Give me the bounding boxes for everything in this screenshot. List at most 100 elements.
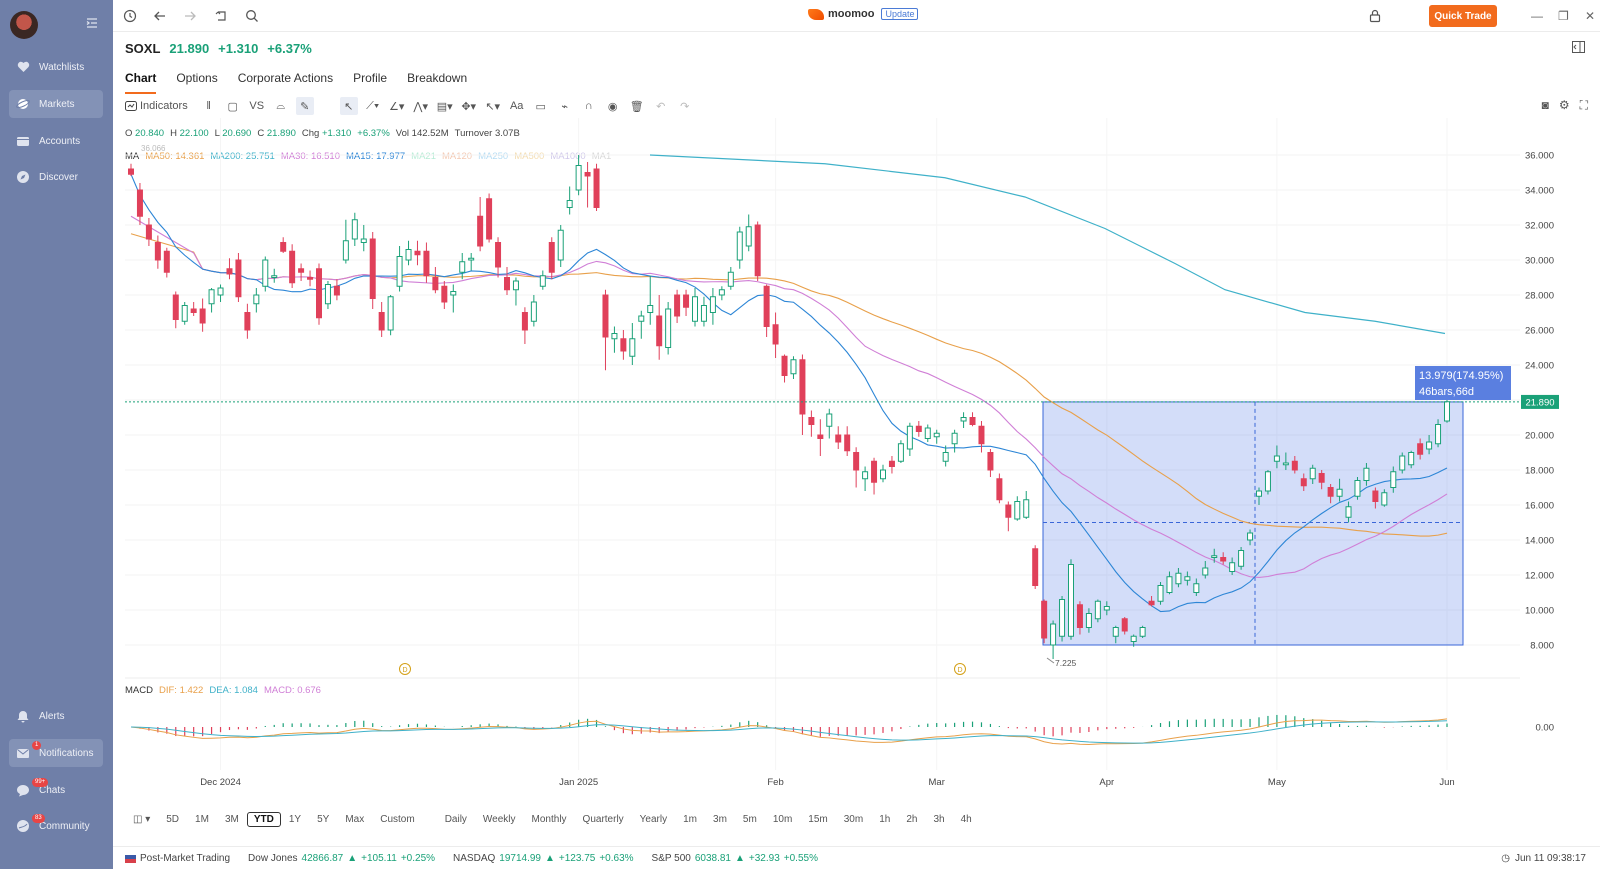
interval-yearly[interactable]: Yearly bbox=[639, 813, 668, 825]
candle-body bbox=[199, 308, 206, 324]
settings-gear-icon[interactable]: ⚙ bbox=[1558, 98, 1570, 112]
line-tool-icon[interactable]: ⟋▾ bbox=[366, 99, 380, 112]
collapse-sidebar-icon[interactable] bbox=[86, 18, 98, 28]
minimize-icon[interactable]: — bbox=[1531, 9, 1543, 23]
measure-tool-icon[interactable]: ✥▾ bbox=[461, 100, 477, 113]
interval-3h[interactable]: 3h bbox=[933, 813, 945, 825]
sidebar-item-discover[interactable]: Discover bbox=[9, 163, 103, 191]
low-label: L bbox=[214, 128, 220, 139]
fullscreen-icon[interactable]: ⛶ bbox=[1579, 98, 1588, 112]
angle-tool-icon[interactable]: ∠▾ bbox=[389, 100, 405, 113]
period-custom[interactable]: Custom bbox=[380, 813, 415, 825]
maximize-icon[interactable]: ❐ bbox=[1558, 9, 1569, 23]
period-1m[interactable]: 1M bbox=[195, 813, 209, 825]
indicators-button[interactable]: Indicators bbox=[125, 97, 194, 115]
price-chart[interactable]: 36.000 34.000 32.000 30.000 28.000 26.000 24.0… bbox=[125, 118, 1590, 808]
eye-icon[interactable]: ◉ bbox=[607, 100, 618, 113]
search-icon[interactable] bbox=[245, 9, 259, 23]
sidebar-item-watchlists[interactable]: Watchlists bbox=[9, 53, 103, 81]
interval-30m[interactable]: 30m bbox=[843, 813, 864, 825]
interval-daily[interactable]: Daily bbox=[444, 813, 467, 825]
interval-weekly[interactable]: Weekly bbox=[482, 813, 516, 825]
sidebar-item-notifications[interactable]: 1 Notifications bbox=[9, 739, 103, 767]
period-1y[interactable]: 1Y bbox=[288, 813, 302, 825]
pattern-tool-icon[interactable]: ⋀▾ bbox=[413, 100, 428, 113]
chart-style-icon[interactable]: ⌓ bbox=[276, 99, 286, 112]
refresh-icon[interactable] bbox=[214, 9, 228, 23]
tab-profile[interactable]: Profile bbox=[353, 71, 388, 85]
avatar[interactable] bbox=[10, 11, 38, 39]
period-5d[interactable]: 5D bbox=[166, 813, 180, 825]
candle-type-icon[interactable]: ǁ bbox=[206, 100, 211, 112]
arrow-tool-icon[interactable]: ↖▾ bbox=[485, 100, 501, 113]
back-icon[interactable] bbox=[153, 9, 167, 23]
sidebar-item-alerts[interactable]: Alerts bbox=[9, 702, 103, 730]
tab-corporate-actions[interactable]: Corporate Actions bbox=[237, 71, 334, 85]
index-nasdaq[interactable]: NASDAQ 19714.99 ▲ +123.75 +0.63% bbox=[453, 853, 634, 864]
sidebar-item-accounts[interactable]: Accounts bbox=[9, 127, 103, 155]
period-3m[interactable]: 3M bbox=[224, 813, 239, 825]
close-icon[interactable]: ✕ bbox=[1585, 9, 1596, 23]
index-sp500[interactable]: S&P 500 6038.81 ▲ +32.93 +0.55% bbox=[652, 853, 818, 864]
candle-body bbox=[745, 226, 752, 247]
index-dow[interactable]: Dow Jones 42866.87 ▲ +105.11 +0.25% bbox=[248, 853, 435, 864]
trash-icon[interactable]: 🗑 bbox=[629, 100, 644, 113]
interval-monthly[interactable]: Monthly bbox=[531, 813, 567, 825]
candle-body bbox=[128, 168, 134, 175]
compare-button[interactable]: VS bbox=[249, 100, 265, 112]
undo-icon[interactable]: ↶ bbox=[656, 100, 666, 113]
candle-body bbox=[1444, 401, 1450, 422]
index-pct: +0.63% bbox=[599, 852, 634, 864]
draw-pen-icon[interactable]: ✎ bbox=[295, 97, 314, 115]
sidebar-item-chats[interactable]: 99+ Chats bbox=[9, 776, 103, 804]
sidebar-item-label: Chats bbox=[39, 784, 66, 796]
measure-label-bg bbox=[1415, 366, 1511, 400]
magnet-lock-icon[interactable]: ∩ bbox=[584, 100, 593, 112]
us-flag-icon bbox=[125, 854, 136, 863]
notification-badge: 1 bbox=[32, 741, 42, 750]
lock-icon[interactable] bbox=[1368, 9, 1382, 23]
interval-1h[interactable]: 1h bbox=[879, 813, 891, 825]
text-tool-button[interactable]: Aa bbox=[509, 100, 524, 112]
interval-5m[interactable]: 5m bbox=[742, 813, 757, 825]
candle-body bbox=[1264, 471, 1271, 492]
candle-body bbox=[772, 324, 779, 345]
camera-icon[interactable]: ◙ bbox=[1541, 98, 1549, 112]
quick-trade-button[interactable]: Quick Trade bbox=[1429, 5, 1497, 27]
fib-tool-icon[interactable]: ▤▾ bbox=[436, 100, 453, 113]
forward-icon[interactable] bbox=[183, 9, 197, 23]
interval-15m[interactable]: 15m bbox=[808, 813, 828, 825]
ma-legend[interactable]: MA MA50: 14.361 MA200: 25.751 MA30: 16.5… bbox=[125, 151, 611, 162]
period-5y[interactable]: 5Y bbox=[317, 813, 330, 825]
side-panel-icon[interactable] bbox=[1572, 41, 1585, 53]
interval-1m[interactable]: 1m bbox=[683, 813, 698, 825]
candle-body bbox=[566, 200, 573, 208]
magnet-icon[interactable]: ⌁ bbox=[561, 100, 569, 113]
update-button[interactable]: Update bbox=[881, 8, 919, 20]
history-icon[interactable] bbox=[123, 9, 137, 23]
interval-quarterly[interactable]: Quarterly bbox=[582, 813, 624, 825]
interval-10m[interactable]: 10m bbox=[772, 813, 793, 825]
sidebar-item-community[interactable]: 83 Community bbox=[9, 812, 103, 840]
period-ytd[interactable]: YTD bbox=[246, 811, 281, 827]
interval-4h[interactable]: 4h bbox=[960, 813, 972, 825]
candle-body bbox=[262, 259, 269, 287]
cursor-icon[interactable]: ↖ bbox=[339, 97, 358, 115]
interval-2h[interactable]: 2h bbox=[906, 813, 918, 825]
post-market-item[interactable]: Post-Market Trading bbox=[125, 853, 230, 864]
period-max[interactable]: Max bbox=[345, 813, 365, 825]
tab-chart[interactable]: Chart bbox=[125, 71, 157, 94]
layout-icon[interactable]: ◫ ▾ bbox=[133, 813, 151, 825]
x-tick-label: Feb bbox=[767, 777, 783, 788]
tab-options[interactable]: Options bbox=[176, 71, 218, 85]
rectangle-icon[interactable]: ▢ bbox=[227, 100, 238, 113]
tab-breakdown[interactable]: Breakdown bbox=[407, 71, 468, 85]
interval-3m[interactable]: 3m bbox=[713, 813, 727, 825]
comment-icon[interactable]: ▭ bbox=[535, 100, 546, 113]
candle-body bbox=[423, 250, 430, 277]
clock-icon: ◷ bbox=[1501, 852, 1510, 864]
macd-legend[interactable]: MACD DIF: 1.422 DEA: 1.084 MACD: 0.676 bbox=[125, 685, 321, 696]
redo-icon[interactable]: ↷ bbox=[680, 100, 690, 113]
candle-body bbox=[978, 425, 985, 445]
sidebar-item-markets[interactable]: Markets bbox=[9, 90, 103, 118]
